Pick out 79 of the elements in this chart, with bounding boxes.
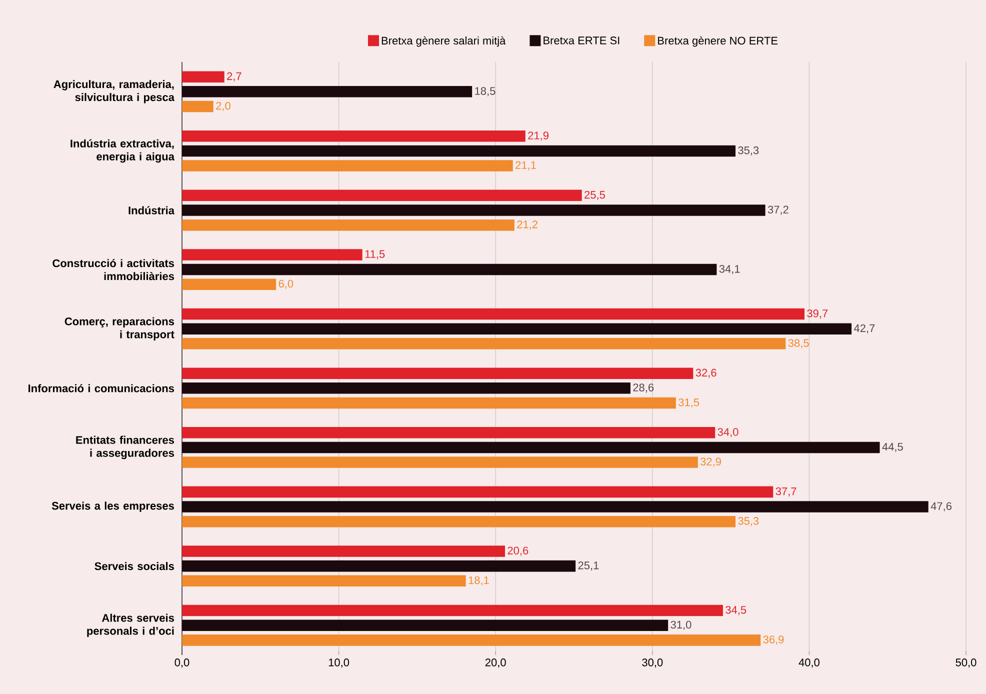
x-tick-label: 20,0	[485, 658, 506, 668]
bar	[182, 278, 276, 290]
y-tick-label: Indústria	[128, 206, 175, 214]
data-label: 18,1	[468, 576, 489, 586]
bar	[182, 338, 786, 350]
data-label: 20,6	[508, 546, 528, 556]
bar	[182, 560, 576, 572]
bar	[182, 368, 694, 379]
bar	[182, 130, 526, 142]
bar	[182, 204, 766, 216]
data-label: 42,7	[854, 324, 875, 334]
data-label: 32,6	[696, 368, 716, 378]
bar	[182, 620, 668, 631]
bar	[182, 264, 717, 276]
bar	[182, 604, 723, 616]
x-tick-label: 50,0	[956, 658, 976, 668]
data-label: 21,9	[528, 132, 548, 141]
y-tick-label: Indústria extractiva, energia i aigua	[70, 139, 175, 163]
bar	[182, 456, 698, 468]
data-label: 37,2	[768, 206, 788, 215]
legend-label: Bretxa gènere NO ERTE	[658, 36, 778, 47]
data-label: 44,5	[882, 442, 903, 452]
data-label: 34,5	[726, 606, 746, 616]
data-label: 31,0	[670, 620, 692, 630]
y-tick-label: Comerç, reparacions i transport	[64, 317, 174, 340]
y-tick-label: Informació i comunicacions	[28, 384, 174, 392]
data-label: 6,0	[278, 280, 294, 289]
bar	[182, 160, 513, 172]
y-tick-label: Agricultura, ramaderia, silvicultura i pesca	[54, 80, 175, 104]
data-label: 32,9	[700, 458, 721, 467]
bar	[182, 501, 928, 512]
bar	[182, 323, 852, 334]
bar	[182, 145, 736, 157]
data-label: 25,1	[578, 562, 599, 571]
data-label: 38,5	[788, 339, 809, 348]
x-tick-label: 0,0	[174, 658, 190, 668]
bar	[182, 308, 804, 320]
data-label: 21,2	[517, 220, 538, 230]
data-label: 28,6	[633, 384, 654, 393]
bar	[182, 249, 362, 260]
data-label: 25,5	[584, 190, 605, 200]
data-label: 18,5	[475, 87, 496, 96]
data-label: 31,5	[678, 398, 700, 408]
data-label: 36,9	[763, 636, 784, 645]
bar	[182, 86, 472, 98]
data-label: 11,5	[365, 250, 385, 260]
data-label: 34,0	[718, 428, 738, 438]
bar	[182, 575, 466, 587]
bar	[182, 382, 630, 394]
data-label: 37,7	[776, 487, 796, 496]
x-tick-label: 30,0	[642, 658, 663, 668]
bar	[182, 71, 224, 82]
data-label: 39,7	[807, 309, 828, 319]
data-label: 2,0	[216, 102, 230, 112]
y-tick-label: Entitats financeres i asseguradores	[76, 436, 174, 460]
bar	[182, 100, 214, 112]
bar	[182, 546, 506, 557]
y-tick-label: Construcció i activitats immobiliàries	[52, 258, 174, 280]
bar	[182, 426, 716, 438]
legend-label: Bretxa ERTE SI	[544, 36, 620, 44]
data-label: 47,6	[930, 502, 952, 512]
bar	[182, 634, 761, 646]
bar	[182, 190, 582, 202]
x-tick-label: 10,0	[328, 658, 350, 668]
bar	[182, 486, 774, 498]
bar	[182, 397, 676, 409]
data-label: 34,1	[719, 265, 740, 274]
data-label: 21,1	[516, 161, 536, 170]
y-tick-label: Altres serveis personals i d’oci	[87, 614, 174, 637]
bar	[182, 219, 514, 231]
data-label: 35,3	[738, 517, 759, 526]
x-tick-label: 40,0	[798, 658, 820, 668]
legend-label: Bretxa gènere salari mitjà	[382, 36, 506, 47]
bar	[182, 442, 880, 454]
data-label: 2,7	[227, 72, 242, 82]
y-tick-label: Serveis socials	[94, 562, 174, 570]
bar	[182, 516, 736, 528]
data-label: 35,3	[738, 146, 759, 156]
y-tick-label: Serveis a les empreses	[52, 502, 174, 512]
